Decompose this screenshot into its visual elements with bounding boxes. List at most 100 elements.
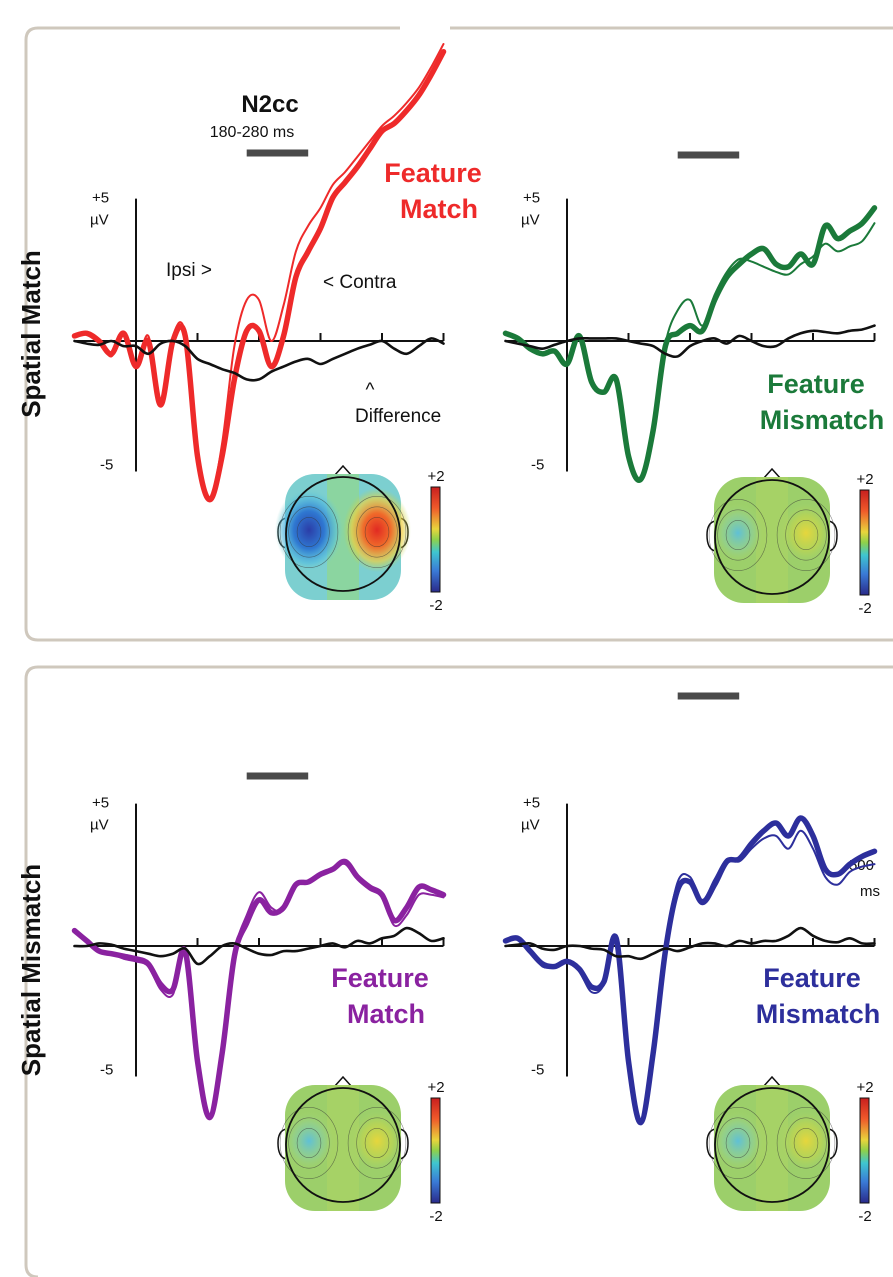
contour-left-0 [725, 519, 751, 550]
time-scale-unit: ms [860, 883, 880, 900]
erp-panel-3: +5 µV -5 Feature Match +2 -2 [71, 772, 447, 1225]
series-difference [73, 926, 445, 966]
contour-left-0 [296, 1128, 322, 1159]
series-contra [71, 858, 447, 1121]
contour-right-0 [364, 516, 390, 547]
series-ipsi [73, 862, 445, 1119]
frame-spatial-mismatch [24, 665, 893, 1277]
nose-icon [333, 1075, 353, 1088]
difference-label: Difference [355, 406, 441, 427]
contour-right-1 [356, 506, 398, 558]
nose-icon [762, 467, 782, 480]
head-outline [714, 479, 830, 595]
colorbar [430, 1097, 441, 1204]
y-top-label: +5 [523, 190, 540, 207]
condition-label-line2: Mismatch [760, 405, 885, 435]
colorbar [859, 489, 870, 596]
y-bottom-label: -5 [100, 457, 113, 474]
contour-left-1 [717, 509, 759, 561]
colorbar-max: +2 [856, 1079, 873, 1096]
row-label-spatial-mismatch: Spatial Mismatch [16, 864, 46, 1076]
left-hotspot [275, 488, 343, 572]
contour-right-0 [364, 1128, 390, 1159]
row-label-spatial-match: Spatial Match [16, 250, 46, 418]
condition-label-line1: Feature [767, 369, 865, 399]
contour-left-0 [296, 516, 322, 547]
contour-left-2 [279, 495, 339, 568]
condition-label-line1: Feature [331, 963, 429, 993]
topomap: +2 -2 [275, 464, 445, 614]
colorbar-max: +2 [427, 468, 444, 485]
y-unit-label: µV [521, 212, 540, 229]
y-bottom-label: -5 [100, 1062, 113, 1079]
colorbar-min: -2 [858, 600, 871, 617]
erp-panel-4: +5 µV -5 Feature Mismatch +2 -2 [502, 692, 881, 1225]
series-ipsi [73, 43, 445, 501]
colorbar-max: +2 [856, 471, 873, 488]
contour-right-2 [776, 498, 836, 571]
condition-label-line2: Match [347, 999, 425, 1029]
colorbar-min: -2 [858, 1208, 871, 1225]
condition-label-line2: Match [400, 194, 478, 224]
condition-label-line1: Feature [384, 158, 482, 188]
y-unit-label: µV [90, 817, 109, 834]
contour-right-1 [356, 1117, 398, 1169]
left-hotspot [712, 1111, 764, 1171]
topomap: +2 -2 [706, 467, 874, 617]
window-label: 180-280 ms [210, 124, 295, 141]
colorbar-min: -2 [429, 1208, 442, 1225]
series-difference [504, 324, 876, 359]
right-hotspot [343, 488, 411, 572]
right-hotspot [780, 503, 832, 563]
y-unit-label: µV [90, 212, 109, 229]
head-outline [714, 1087, 830, 1203]
contour-right-1 [785, 509, 827, 561]
contour-left-2 [708, 1107, 768, 1180]
condition-label-line1: Feature [763, 963, 861, 993]
contour-left-2 [279, 1107, 339, 1180]
contour-right-0 [793, 519, 819, 550]
colorbar-max: +2 [427, 1079, 444, 1096]
contour-left-1 [288, 1117, 330, 1169]
series-difference [504, 926, 876, 961]
contour-left-1 [717, 1117, 759, 1169]
frame-spatial-match [24, 26, 893, 642]
y-top-label: +5 [523, 795, 540, 812]
topomap: +2 -2 [706, 1075, 874, 1225]
y-unit-label: µV [521, 817, 540, 834]
colorbar-min: -2 [429, 597, 442, 614]
contour-right-2 [347, 495, 407, 568]
erp-panel-1: +5 µV -5 Feature Match +2 -2 [71, 43, 482, 614]
y-top-label: +5 [92, 795, 109, 812]
contour-right-2 [776, 1107, 836, 1180]
nose-icon [333, 464, 353, 477]
contour-left-2 [708, 498, 768, 571]
contour-right-0 [793, 1128, 819, 1159]
contour-left-1 [288, 506, 330, 558]
nose-icon [762, 1075, 782, 1088]
head-outline [285, 476, 401, 592]
y-top-label: +5 [92, 190, 109, 207]
condition-label-line2: Mismatch [756, 999, 881, 1029]
series-difference [73, 337, 445, 382]
head-outline [285, 1087, 401, 1203]
left-hotspot [712, 503, 764, 563]
left-hotspot [283, 1111, 335, 1171]
series-ipsi [504, 222, 876, 482]
y-bottom-label: -5 [531, 1062, 544, 1079]
colorbar [430, 486, 441, 593]
erp-panel-2: +5 µV -5 Feature Mismatch +2 -2 [502, 151, 885, 617]
contour-right-2 [347, 1107, 407, 1180]
component-label: N2cc [241, 91, 298, 118]
caret-label: ^ [366, 380, 375, 401]
topomap: +2 -2 [277, 1075, 445, 1225]
contra-label: < Contra [323, 272, 397, 293]
right-hotspot [780, 1111, 832, 1171]
series-ipsi [504, 829, 876, 1124]
colorbar [859, 1097, 870, 1204]
contour-right-1 [785, 1117, 827, 1169]
right-hotspot [351, 1111, 403, 1171]
ipsi-label: Ipsi > [166, 260, 212, 281]
contour-left-0 [725, 1128, 751, 1159]
